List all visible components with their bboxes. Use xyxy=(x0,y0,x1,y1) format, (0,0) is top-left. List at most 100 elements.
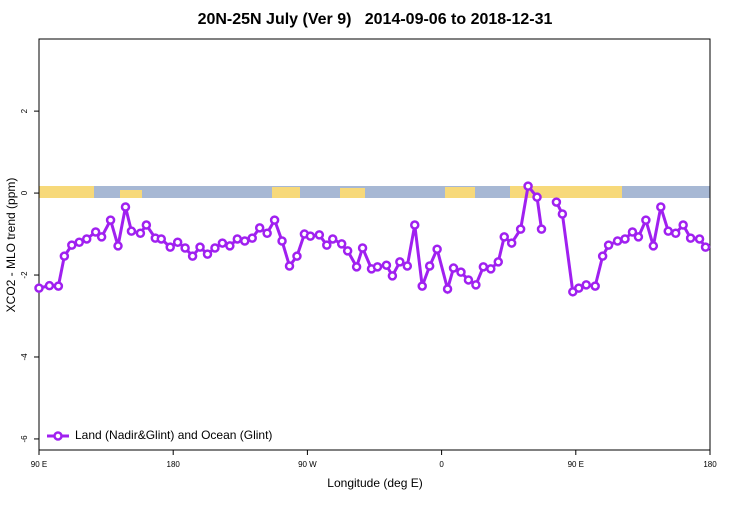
point xyxy=(113,241,123,251)
point xyxy=(247,233,257,243)
point xyxy=(656,202,666,212)
point xyxy=(694,234,705,244)
point xyxy=(195,242,205,252)
y-tick-label: 0 xyxy=(20,190,29,195)
point xyxy=(44,280,55,291)
point xyxy=(305,231,316,241)
point xyxy=(90,227,101,237)
y-tick-label: -2 xyxy=(20,271,29,279)
point xyxy=(410,220,420,230)
point xyxy=(515,224,526,234)
point xyxy=(34,283,44,293)
point xyxy=(442,284,453,294)
x-tick-label: 180 xyxy=(703,460,717,469)
point xyxy=(53,281,64,291)
point xyxy=(314,230,325,240)
point xyxy=(342,246,353,256)
point xyxy=(202,249,213,259)
point xyxy=(424,261,435,271)
point xyxy=(456,267,466,277)
point xyxy=(574,283,584,293)
point xyxy=(59,251,70,261)
x-tick-label: 90 E xyxy=(568,460,584,469)
point xyxy=(357,243,368,253)
point xyxy=(493,257,504,267)
x-tick-label: 180 xyxy=(167,460,181,469)
point xyxy=(67,240,77,250)
point xyxy=(336,239,347,249)
point xyxy=(417,281,427,291)
point xyxy=(536,224,547,234)
point xyxy=(463,275,474,285)
point xyxy=(277,236,287,246)
point xyxy=(499,232,509,242)
point xyxy=(532,192,542,202)
point xyxy=(126,226,137,236)
legend-item: Land (Nadir&Glint) and Ocean (Glint) xyxy=(47,428,272,442)
plot-frame xyxy=(38,38,711,451)
point xyxy=(663,226,673,236)
point xyxy=(292,251,302,261)
point xyxy=(262,228,272,238)
point xyxy=(217,238,228,248)
point xyxy=(523,181,533,191)
legend-label: Land (Nadir&Glint) and Ocean (Glint) xyxy=(75,428,272,442)
point xyxy=(225,241,235,251)
y-tick-label: -4 xyxy=(20,353,29,361)
point xyxy=(351,262,362,272)
point xyxy=(641,215,651,225)
point xyxy=(670,228,681,238)
point xyxy=(678,220,688,230)
point xyxy=(627,227,638,237)
point xyxy=(322,240,332,250)
y-axis-label: XCO2 - MLO trend (ppm) xyxy=(4,178,18,313)
point xyxy=(172,237,183,247)
point xyxy=(187,251,198,261)
point xyxy=(633,232,644,242)
point xyxy=(120,202,131,212)
point xyxy=(700,242,711,252)
point xyxy=(432,244,442,254)
point xyxy=(81,234,92,244)
point xyxy=(74,237,85,247)
point xyxy=(381,260,392,270)
chart-title: 20N-25N July (Ver 9) 2014-09-06 to 2018-… xyxy=(198,11,553,28)
point xyxy=(269,215,280,225)
point xyxy=(448,263,459,273)
point xyxy=(402,261,413,271)
point xyxy=(603,240,614,250)
y-tick-label: 2 xyxy=(20,108,29,113)
point xyxy=(478,262,489,272)
point xyxy=(581,280,591,290)
point xyxy=(597,251,608,261)
x-axis-label: Longitude (deg E) xyxy=(327,476,422,490)
point xyxy=(612,236,623,246)
x-tick-label: 90 E xyxy=(31,460,47,469)
point xyxy=(372,262,383,272)
point xyxy=(506,238,517,248)
land-ocean-strip xyxy=(39,186,710,198)
point xyxy=(471,280,481,290)
point xyxy=(135,228,146,238)
point xyxy=(620,234,630,244)
point xyxy=(232,234,243,244)
point xyxy=(395,257,405,267)
point xyxy=(105,215,116,225)
point xyxy=(327,234,338,244)
series-line xyxy=(38,182,707,295)
y-tick-label: -6 xyxy=(20,435,29,443)
point xyxy=(486,264,496,274)
point xyxy=(387,271,398,281)
point xyxy=(165,242,175,252)
point xyxy=(180,243,190,253)
point xyxy=(141,220,152,230)
point xyxy=(551,197,562,207)
point xyxy=(240,236,250,246)
point xyxy=(590,281,600,291)
point xyxy=(685,233,696,243)
point xyxy=(210,243,220,253)
point xyxy=(557,209,568,219)
x-tick-label: 90 W xyxy=(298,460,317,469)
point xyxy=(284,261,295,271)
